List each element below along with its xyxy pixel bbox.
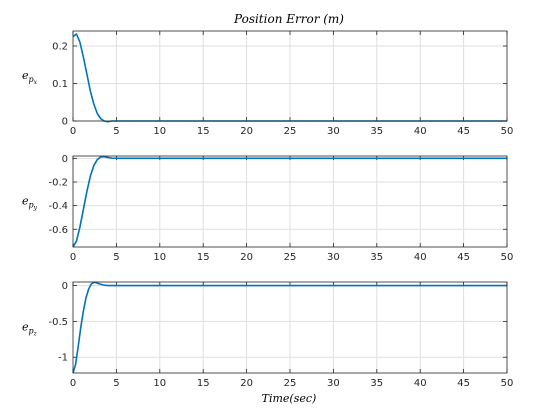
x-tick-label: 10 (153, 252, 166, 263)
y-tick-label: -0.5 (48, 317, 68, 328)
x-tick-label: 25 (284, 126, 297, 137)
y-axis-label: epz (22, 321, 38, 338)
x-tick-label: 20 (240, 126, 253, 137)
y-tick-label: -0.6 (48, 225, 68, 236)
x-tick-label: 0 (70, 378, 76, 389)
x-tick-label: 40 (414, 378, 427, 389)
x-tick-label: 30 (327, 252, 340, 263)
y-tick-label: 0 (62, 154, 68, 165)
x-tick-label: 30 (327, 378, 340, 389)
y-axis-label-sub: p (29, 201, 34, 210)
x-tick-label: 15 (197, 378, 210, 389)
axes-box (72, 155, 508, 248)
x-tick-label: 15 (197, 252, 210, 263)
x-tick-label: 40 (414, 252, 427, 263)
subplot-x-error: 0 5 10 15 20 25 30 35 40 45 50 0 0.1 0.2 epx (22, 30, 514, 137)
y-tick-label: -1 (58, 353, 68, 364)
x-axis-label: Time(sec) (262, 392, 317, 405)
y-axis-label-base: e (22, 321, 29, 334)
x-tick-label: 30 (327, 126, 340, 137)
chart-title: Position Error (m) (233, 12, 344, 26)
subplot-y-error: 0 5 10 15 20 25 30 35 40 45 50 0 -0.2 -0.4 -0.6 epy (22, 154, 513, 263)
axes-box (72, 30, 508, 122)
x-tick-label: 5 (113, 378, 119, 389)
x-tick-label: 50 (501, 378, 514, 389)
x-tick-label: 40 (414, 126, 427, 137)
y-tick-label: 0 (62, 281, 68, 292)
x-tick-label: 50 (501, 126, 514, 137)
x-tick-label: 45 (457, 378, 470, 389)
x-tick-label: 45 (457, 126, 470, 137)
subplot-z-error: 0 5 10 15 20 25 30 35 40 45 50 0 -0.5 -1 epz (22, 281, 513, 389)
x-tick-label: 35 (370, 378, 383, 389)
y-tick-label: -0.2 (48, 178, 68, 189)
x-tick-label: 50 (501, 252, 514, 263)
y-tick-label: 0.1 (52, 79, 68, 90)
y-tick-label: -0.4 (48, 201, 68, 212)
y-axis-label-subsub: x (34, 79, 38, 86)
x-tick-label: 15 (197, 126, 210, 137)
x-tick-label: 45 (457, 252, 470, 263)
y-axis-label-sub: p (29, 75, 34, 84)
x-tick-label: 10 (153, 126, 166, 137)
y-tick-label: 0 (62, 117, 68, 128)
y-axis-label: epx (22, 69, 38, 86)
series-line (72, 281, 507, 374)
y-axis-label-sub: p (29, 327, 34, 336)
y-axis-label: epy (22, 195, 38, 212)
axes-box (72, 281, 508, 374)
x-tick-label: 20 (240, 378, 253, 389)
x-tick-label: 25 (284, 252, 297, 263)
x-tick-label: 5 (113, 252, 119, 263)
x-tick-label: 0 (70, 252, 76, 263)
x-tick-label: 35 (370, 126, 383, 137)
series-line (72, 155, 507, 248)
x-tick-label: 0 (70, 126, 76, 137)
y-axis-label-subsub: y (33, 205, 38, 212)
x-tick-label: 35 (370, 252, 383, 263)
x-tick-label: 20 (240, 252, 253, 263)
x-tick-label: 5 (113, 126, 119, 137)
y-axis-label-subsub: z (33, 331, 38, 338)
y-axis-label-base: e (22, 69, 29, 82)
y-axis-label-base: e (22, 195, 29, 208)
x-tick-label: 10 (153, 378, 166, 389)
y-tick-label: 0.2 (52, 42, 68, 53)
x-tick-label: 25 (284, 378, 297, 389)
